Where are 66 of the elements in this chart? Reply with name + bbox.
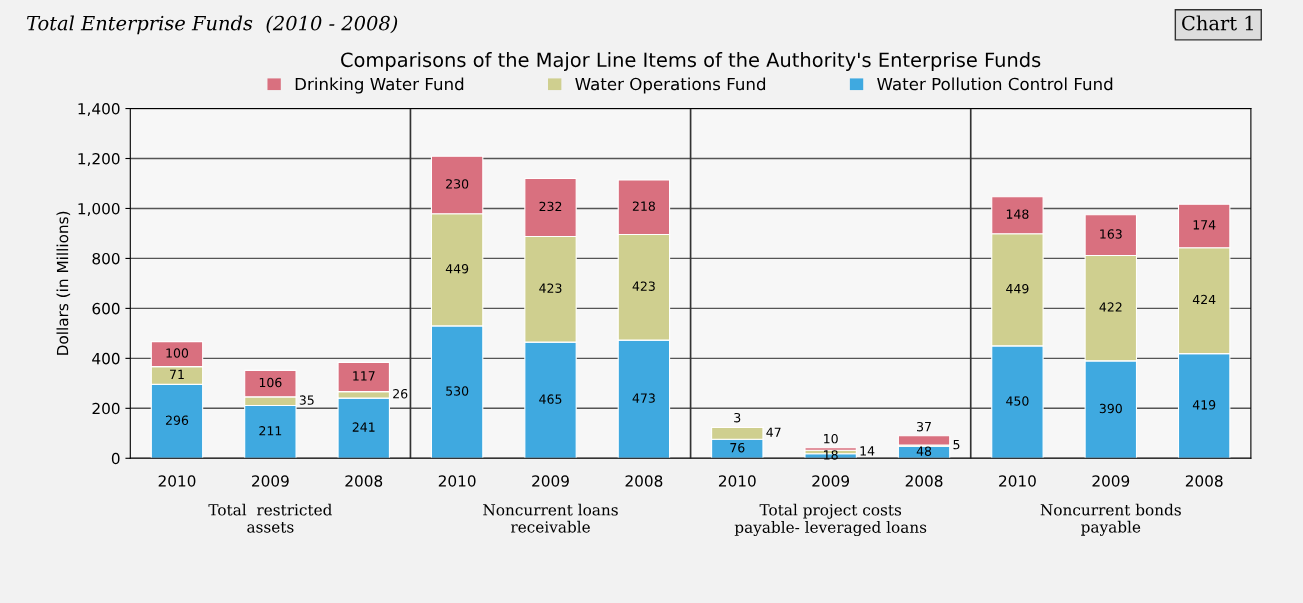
data-label: 423 bbox=[539, 283, 562, 293]
data-label: 465 bbox=[539, 394, 562, 404]
data-label: 241 bbox=[352, 422, 375, 432]
data-label: 163 bbox=[1100, 229, 1122, 239]
data-label: 174 bbox=[1193, 220, 1216, 230]
data-label: 106 bbox=[259, 377, 282, 388]
data-label: 530 bbox=[446, 386, 469, 396]
legend-label: Water Pollution Control Fund bbox=[877, 77, 1113, 91]
y-axis-title: Dollars (in Millions) bbox=[56, 211, 71, 355]
data-label: 232 bbox=[539, 201, 562, 212]
data-label: 76 bbox=[730, 442, 745, 453]
caption: Chart 1 bbox=[1182, 15, 1253, 31]
data-label: 424 bbox=[1192, 294, 1216, 305]
chart-title: Comparisons of the Major Line Items of the Authority's Enterprise Funds bbox=[341, 52, 1041, 71]
y-tick-label: 1,400 bbox=[78, 103, 120, 117]
data-label: 473 bbox=[632, 393, 655, 403]
y-tick-label: 0 bbox=[111, 452, 120, 465]
x-tick-label: 2010 bbox=[438, 475, 476, 487]
data-label: 422 bbox=[1099, 302, 1122, 312]
data-label: 71 bbox=[170, 369, 184, 379]
data-label: 37 bbox=[917, 421, 931, 432]
data-label: 48 bbox=[916, 446, 932, 456]
text: Total project costs payable- leveraged loans bbox=[734, 503, 927, 537]
data-label: 100 bbox=[166, 348, 189, 358]
x-tick-label: 2010 bbox=[999, 475, 1036, 487]
y-tick-label: 600 bbox=[92, 302, 120, 315]
data-label: 211 bbox=[259, 426, 282, 436]
x-tick-label: 2008 bbox=[905, 475, 943, 487]
y-tick-label: 1,200 bbox=[78, 152, 120, 167]
x-tick-label: 2008 bbox=[345, 475, 383, 487]
text: Total restricted assets bbox=[208, 503, 332, 533]
data-label: 218 bbox=[632, 201, 655, 211]
data-label: 296 bbox=[165, 415, 189, 425]
y-tick-label: 400 bbox=[92, 352, 120, 365]
x-tick-label: 2008 bbox=[1185, 475, 1223, 487]
data-label: 148 bbox=[1006, 209, 1029, 219]
data-label: 450 bbox=[1006, 396, 1029, 406]
x-tick-label: 2009 bbox=[252, 475, 289, 487]
data-label: 10 bbox=[824, 433, 838, 444]
data-label: 5 bbox=[953, 440, 960, 450]
data-label: 449 bbox=[445, 263, 469, 274]
data-label: 419 bbox=[1192, 400, 1216, 410]
data-label: 3 bbox=[734, 412, 741, 423]
y-tick-label: 200 bbox=[92, 402, 120, 415]
data-label: 423 bbox=[632, 281, 655, 291]
data-label: 230 bbox=[446, 179, 469, 189]
data-label: 14 bbox=[860, 446, 875, 456]
text: Total Enterprise Funds (2010 - 2008) bbox=[26, 15, 398, 35]
text: Noncurrent loans receivable bbox=[483, 503, 618, 533]
x-tick-label: 2009 bbox=[812, 475, 850, 487]
data-label: 449 bbox=[1006, 283, 1029, 294]
x-tick-label: 2009 bbox=[532, 475, 569, 487]
y-tick-label: 800 bbox=[92, 252, 120, 265]
x-tick-label: 2008 bbox=[625, 475, 663, 487]
x-tick-label: 2009 bbox=[1092, 475, 1130, 487]
x-tick-label: 2010 bbox=[158, 475, 196, 487]
data-label: 47 bbox=[766, 427, 781, 437]
x-tick-label: 2010 bbox=[718, 475, 756, 487]
data-label: 35 bbox=[299, 395, 314, 405]
data-label: 26 bbox=[393, 389, 408, 399]
data-label: 117 bbox=[353, 371, 375, 381]
y-tick-label: 1,000 bbox=[78, 202, 120, 217]
data-label: 390 bbox=[1099, 403, 1122, 414]
legend-label: Water Operations Fund bbox=[575, 77, 766, 94]
legend-label: Drinking Water Fund bbox=[295, 77, 464, 94]
text: Noncurrent bonds payable bbox=[1040, 503, 1181, 536]
